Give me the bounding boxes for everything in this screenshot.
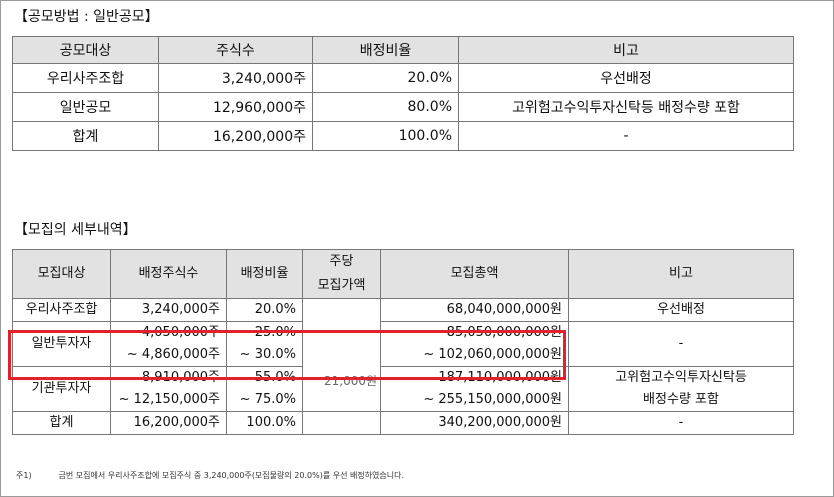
header-ratio: 배정비율: [226, 249, 303, 299]
table-row: 일반공모 12,960,000주 80.0% 고위험고수익투자신탁등 배정수량 …: [12, 92, 794, 122]
table-row: 합계 16,200,000주 100.0% -: [12, 121, 794, 151]
cell-ratio: 80.0%: [312, 92, 459, 122]
cell-ratio: 100.0%: [312, 121, 459, 151]
header-shares: 주식수: [158, 36, 313, 64]
section2-title: 【모집의 세부내역】: [14, 222, 137, 238]
cell-ratio-max: ~ 30.0%: [226, 344, 303, 367]
header-price-line1: 주당: [329, 254, 354, 269]
cell-shares: 16,200,000주: [158, 121, 313, 151]
cell-shares-max: ~ 12,150,000주: [110, 389, 227, 412]
table-row: 우리사주조합 3,240,000주 20.0% 우선배정: [12, 63, 794, 93]
header-note: 비고: [458, 36, 794, 64]
cell-note-line2: 배정수량 포함: [568, 389, 794, 412]
cell-shares: 12,960,000주: [158, 92, 313, 122]
cell-target: 우리사주조합: [12, 298, 111, 322]
cell-note: -: [568, 411, 794, 435]
cell-shares-max: ~ 4,860,000주: [110, 344, 227, 367]
header-target: 모집대상: [12, 249, 111, 299]
highlight-box: [8, 330, 566, 380]
cell-total: 68,040,000,000원: [380, 298, 569, 322]
cell-total: 340,200,000,000원: [380, 411, 569, 435]
table-row: ~ 12,150,000주 ~ 75.0% ~ 255,150,000,000원…: [13, 389, 794, 412]
header-price-line2: 모집가액: [317, 278, 366, 293]
header-shares: 배정주식수: [110, 249, 227, 299]
cell-target: 합계: [12, 121, 159, 151]
cell-note-line1: 고위험고수익투자신탁등: [568, 366, 794, 389]
cell-total-max: ~ 255,150,000,000원: [380, 389, 569, 412]
cell-shares: 3,240,000주: [110, 298, 227, 322]
table-header-row: 공모대상 주식수 배정비율 비고: [12, 36, 794, 64]
table-row: 합계 16,200,000주 100.0% 340,200,000,000원 -: [12, 411, 794, 435]
cell-ratio-max: ~ 75.0%: [226, 389, 303, 412]
cell-ratio: 20.0%: [226, 298, 303, 322]
cell-target: 합계: [12, 411, 111, 435]
cell-note: -: [458, 121, 794, 151]
cell-price-empty: [302, 389, 381, 412]
cell-note: 우선배정: [568, 298, 794, 322]
offering-method-table: 공모대상 주식수 배정비율 비고 우리사주조합 3,240,000주 20.0%…: [12, 36, 794, 151]
cell-note: 우선배정: [458, 63, 794, 93]
header-total: 모집총액: [380, 249, 569, 299]
header-target: 공모대상: [12, 36, 159, 64]
cell-note: -: [568, 321, 794, 367]
header-ratio: 배정비율: [312, 36, 459, 64]
cell-target: 일반공모: [12, 92, 159, 122]
header-note: 비고: [568, 249, 794, 299]
section1-title: 【공모방법 : 일반공모】: [14, 9, 159, 25]
cell-ratio: 20.0%: [312, 63, 459, 93]
cell-shares: 3,240,000주: [158, 63, 313, 93]
footnote-label: 주1): [16, 471, 32, 480]
table-header-row: 모집대상 배정주식수 배정비율 주당 모집가액 모집총액 비고: [12, 249, 794, 299]
cell-ratio: 100.0%: [226, 411, 303, 435]
cell-price-empty: [302, 411, 381, 435]
table-row: 우리사주조합 3,240,000주 20.0% 68,040,000,000원 …: [12, 298, 794, 322]
cell-target: 우리사주조합: [12, 63, 159, 93]
cell-note: 고위험고수익투자신탁등 배정수량 포함: [458, 92, 794, 122]
header-price: 주당 모집가액: [302, 249, 381, 299]
table-row: ~ 4,860,000주 ~ 30.0% ~ 102,060,000,000원: [13, 344, 794, 367]
cell-shares: 16,200,000주: [110, 411, 227, 435]
cell-price-empty: [302, 298, 381, 322]
table-row: 일반투자자 4,050,000주 25.0% 85,050,000,000원 -: [12, 321, 794, 367]
cell-target: 일반투자자: [12, 321, 111, 367]
footnote-text: 금번 모집에서 우리사주조합에 모집주식 중 3,240,000주(모집물량의 …: [58, 471, 405, 480]
cell-total-max: ~ 102,060,000,000원: [380, 344, 569, 367]
footnote: 주1) 금번 모집에서 우리사주조합에 모집주식 중 3,240,000주(모집…: [16, 470, 404, 481]
